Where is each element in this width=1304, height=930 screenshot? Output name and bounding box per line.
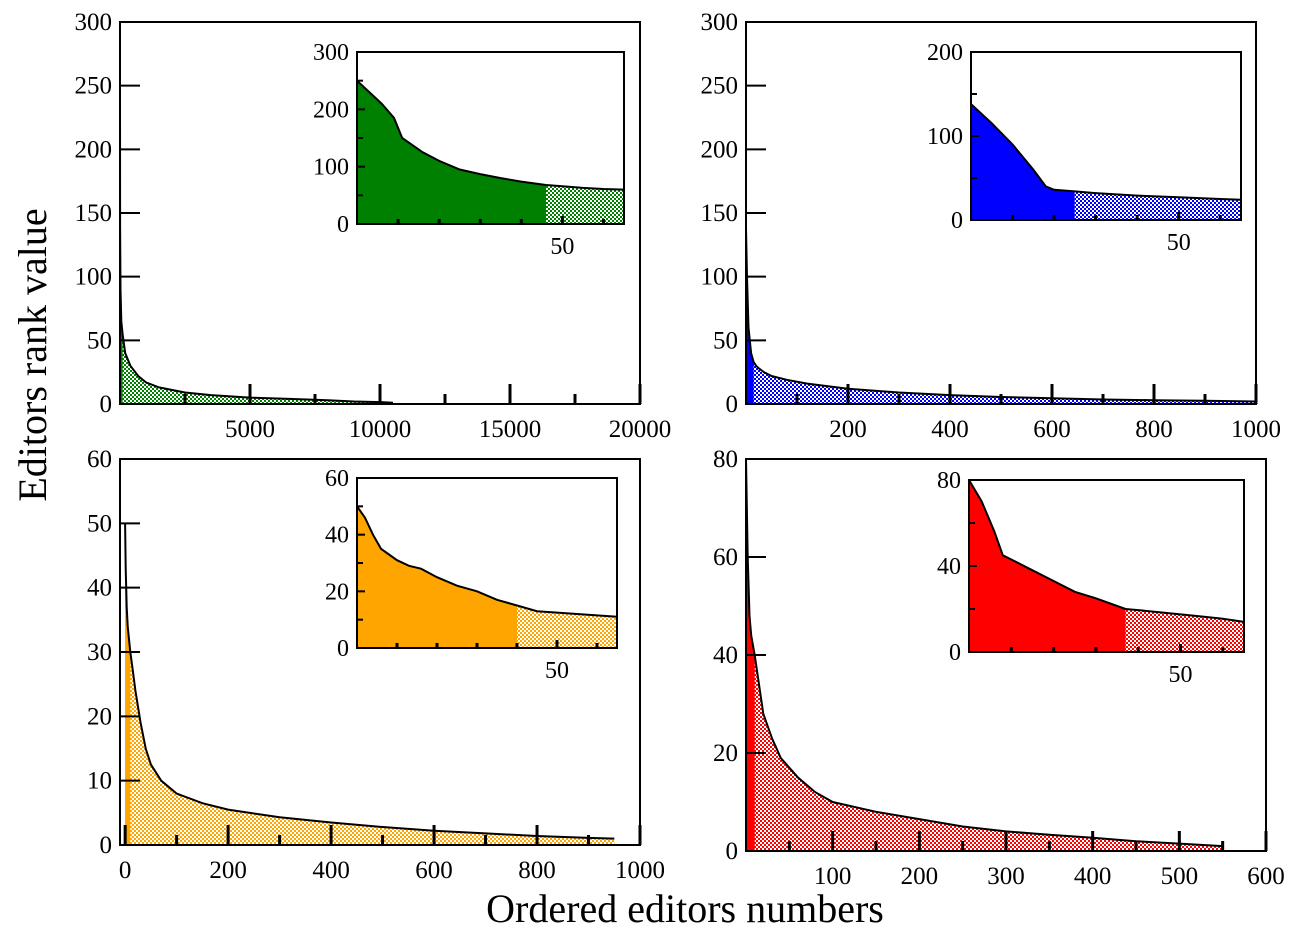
inset-y-tick-label: 0 [337,212,349,238]
main-x-tick-label: 200 [209,857,247,884]
main-x-tick-label: 500 [1161,863,1199,890]
main-y-tick-label: 60 [713,544,738,571]
main-y-tick-label: 250 [75,73,113,100]
inset-series-line [356,505,618,618]
inset-area-dotted [1125,609,1244,652]
inset-y-tick-label: 200 [927,40,963,66]
inset-y-tick-label: 100 [313,155,349,181]
inset-y-tick-label: 300 [313,40,349,66]
main-y-tick-label: 0 [726,838,739,865]
main-y-tick-label: 20 [713,740,738,767]
main-x-tick-label: 1000 [615,857,665,884]
inset-y-tick-label: 100 [927,124,963,150]
main-x-tick-label: 200 [829,416,867,443]
main-y-tick-label: 150 [701,200,739,227]
main-y-tick-label: 80 [713,446,738,473]
main-x-tick-label: 1000 [1231,416,1281,443]
main-series-line [119,85,394,404]
main-area-head [746,228,754,404]
main-x-tick-label: 600 [415,857,453,884]
main-series-line [745,228,1257,403]
main-x-tick-label: 400 [312,857,350,884]
inset-y-tick-label: 0 [337,636,349,662]
inset-series-line [356,79,625,191]
inset-x-tick-label: 50 [550,234,574,260]
main-area-fill [125,523,615,845]
y-axis-title: Editors rank value [10,208,55,501]
inset-area-dotted [517,605,617,648]
inset-y-tick-label: 20 [325,579,349,605]
main-y-tick-label: 60 [87,446,112,473]
main-y-tick-label: 300 [75,9,113,36]
chart-panel-4: 0 20 40 60 80 100 200 300 400 500 600 0 40 80 50 [713,446,1285,890]
inset-y-tick-label: 0 [949,640,961,666]
main-y-tick-label: 200 [701,136,739,163]
main-x-tick-label: 10000 [349,416,412,443]
main-y-tick-label: 250 [701,73,739,100]
main-x-tick-label: 15000 [479,416,542,443]
inset-y-tick-label: 40 [937,554,961,580]
main-x-tick-label: 400 [931,416,969,443]
inset-y-tick-label: 40 [325,523,349,549]
main-area-fill [746,228,1256,404]
chart-panel-2: 0 50 100 150 200 250 300 200 400 600 800 1000 0 100 20… [701,9,1282,443]
main-y-tick-label: 20 [87,703,112,730]
main-x-tick-label: 800 [1135,416,1173,443]
inset-y-tick-label: 0 [951,208,963,234]
inset-area-solid [357,80,546,224]
x-axis-title: Ordered editors numbers [486,886,884,930]
main-y-tick-label: 50 [87,510,112,537]
main-y-tick-label: 50 [713,327,738,354]
main-y-tick-label: 40 [87,575,112,602]
inset-area-solid [357,506,517,648]
main-y-tick-label: 0 [100,391,113,418]
main-x-tick-label: 0 [119,857,132,884]
inset-series-line [968,479,1245,623]
main-y-tick-label: 0 [100,832,113,859]
inset-x-tick-label: 50 [1169,662,1193,688]
main-x-tick-label: 100 [814,863,852,890]
main-x-tick-label: 600 [1247,863,1285,890]
chart-panel-1: 0 50 100 150 200 250 300 5000 10000 15000 20000 0 10… [75,9,672,443]
main-y-tick-label: 0 [726,391,739,418]
main-y-tick-label: 100 [701,264,739,291]
inset-y-tick-label: 200 [313,97,349,123]
main-x-tick-label: 800 [518,857,556,884]
inset-area-dotted [546,185,624,224]
inset-series-line [970,103,1242,201]
inset-y-tick-label: 60 [325,466,349,492]
main-y-tick-label: 10 [87,768,112,795]
main-x-tick-label: 200 [901,863,939,890]
main-y-tick-label: 50 [87,327,112,354]
main-y-tick-label: 300 [701,9,739,36]
main-area-fill [746,459,1223,851]
main-y-tick-label: 40 [713,642,738,669]
main-y-tick-label: 200 [75,136,113,163]
inset-area-solid [971,104,1075,220]
main-area-fill [120,85,393,404]
main-y-tick-label: 150 [75,200,113,227]
inset-x-tick-label: 50 [1167,230,1191,256]
main-series-line [124,523,615,840]
main-y-tick-label: 30 [87,639,112,666]
main-x-tick-label: 5000 [225,416,275,443]
inset-y-tick-label: 80 [937,468,961,494]
inset-x-tick-label: 50 [545,658,569,684]
inset-area-solid [969,480,1126,652]
main-y-tick-label: 100 [75,264,113,291]
main-x-tick-label: 400 [1074,863,1112,890]
main-x-tick-label: 300 [987,863,1025,890]
main-x-tick-label: 600 [1033,416,1071,443]
main-series-line [745,458,1223,848]
main-x-tick-label: 20000 [609,416,672,443]
